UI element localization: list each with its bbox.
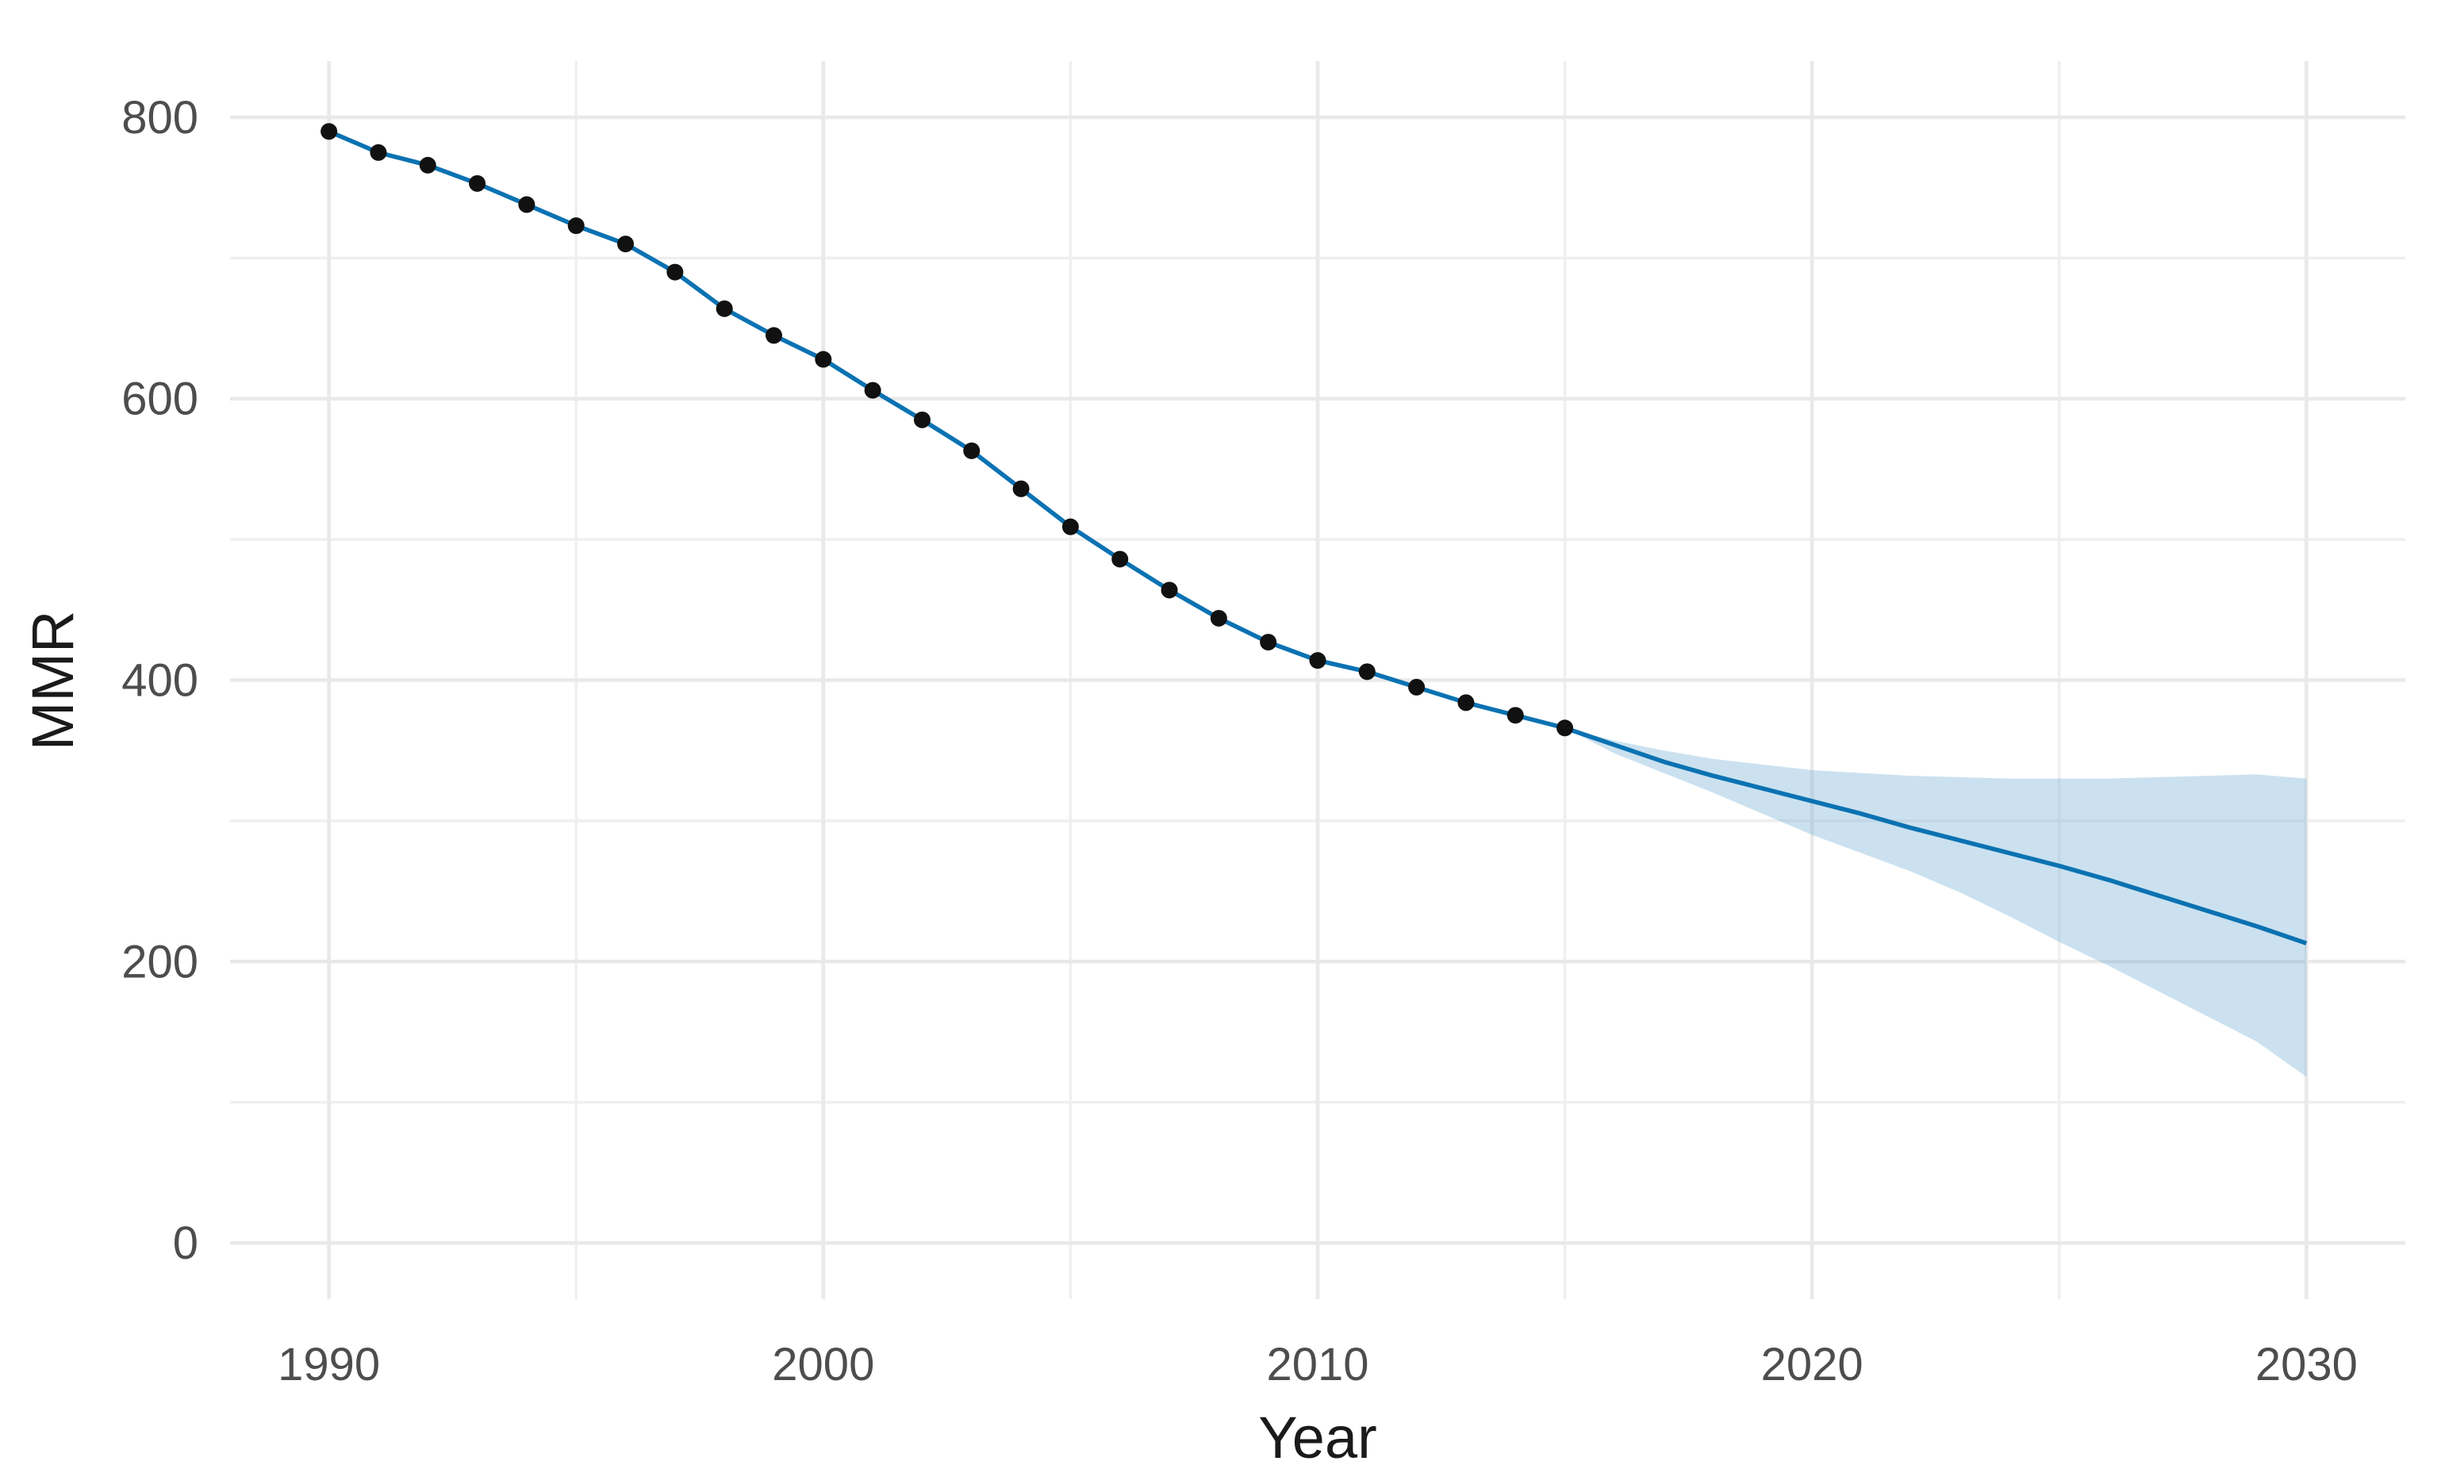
- plot-area: 0 200 400 600 800 1990 2000 2010 2020 2030: [121, 61, 2405, 1390]
- observed-data-point: [666, 263, 684, 281]
- observed-data-point: [419, 156, 436, 174]
- observed-data-point: [1408, 678, 1426, 696]
- x-axis-title: Year: [1258, 1405, 1377, 1471]
- observed-data-point: [518, 196, 535, 213]
- observed-data-point: [1506, 707, 1524, 724]
- observed-data-point: [567, 217, 585, 235]
- observed-data-point: [1556, 719, 1574, 737]
- observed-data-point: [370, 144, 387, 161]
- observed-data-point: [864, 382, 881, 399]
- observed-data-point: [716, 300, 733, 317]
- observed-data-point: [1358, 663, 1376, 681]
- observed-data-point: [469, 174, 486, 192]
- observed-data-point: [1210, 609, 1227, 627]
- y-tick-label: 600: [121, 374, 198, 425]
- observed-data-point: [1457, 694, 1475, 711]
- observed-data-point: [1161, 581, 1178, 599]
- observed-data-point: [1061, 518, 1079, 535]
- observed-data-point: [320, 123, 338, 140]
- x-tick-label: 2010: [1266, 1339, 1368, 1390]
- observed-data-point: [1111, 550, 1129, 568]
- x-tick-label: 2000: [772, 1339, 874, 1390]
- observed-data-point: [963, 442, 981, 459]
- observed-data-point: [913, 411, 931, 428]
- observed-data-point: [1309, 652, 1326, 669]
- observed-data-point: [815, 351, 832, 368]
- x-tick-label: 2030: [2255, 1339, 2358, 1390]
- y-axis-title: MMR: [20, 611, 86, 751]
- x-tick-label: 2020: [1761, 1339, 1863, 1390]
- y-tick-label: 800: [121, 92, 198, 144]
- uncertainty-ribbon: [1564, 727, 2307, 1077]
- observed-data-point: [766, 327, 782, 344]
- y-tick-label: 0: [173, 1217, 198, 1269]
- observed-line: [328, 129, 1566, 730]
- x-tick-label: 1990: [278, 1339, 380, 1390]
- observed-data-point: [1260, 634, 1277, 651]
- projection-line: [1564, 726, 2308, 945]
- observed-data-point: [617, 236, 635, 253]
- y-tick-label: 400: [121, 655, 198, 707]
- observed-data-point: [1012, 480, 1030, 497]
- y-tick-label: 200: [121, 936, 198, 987]
